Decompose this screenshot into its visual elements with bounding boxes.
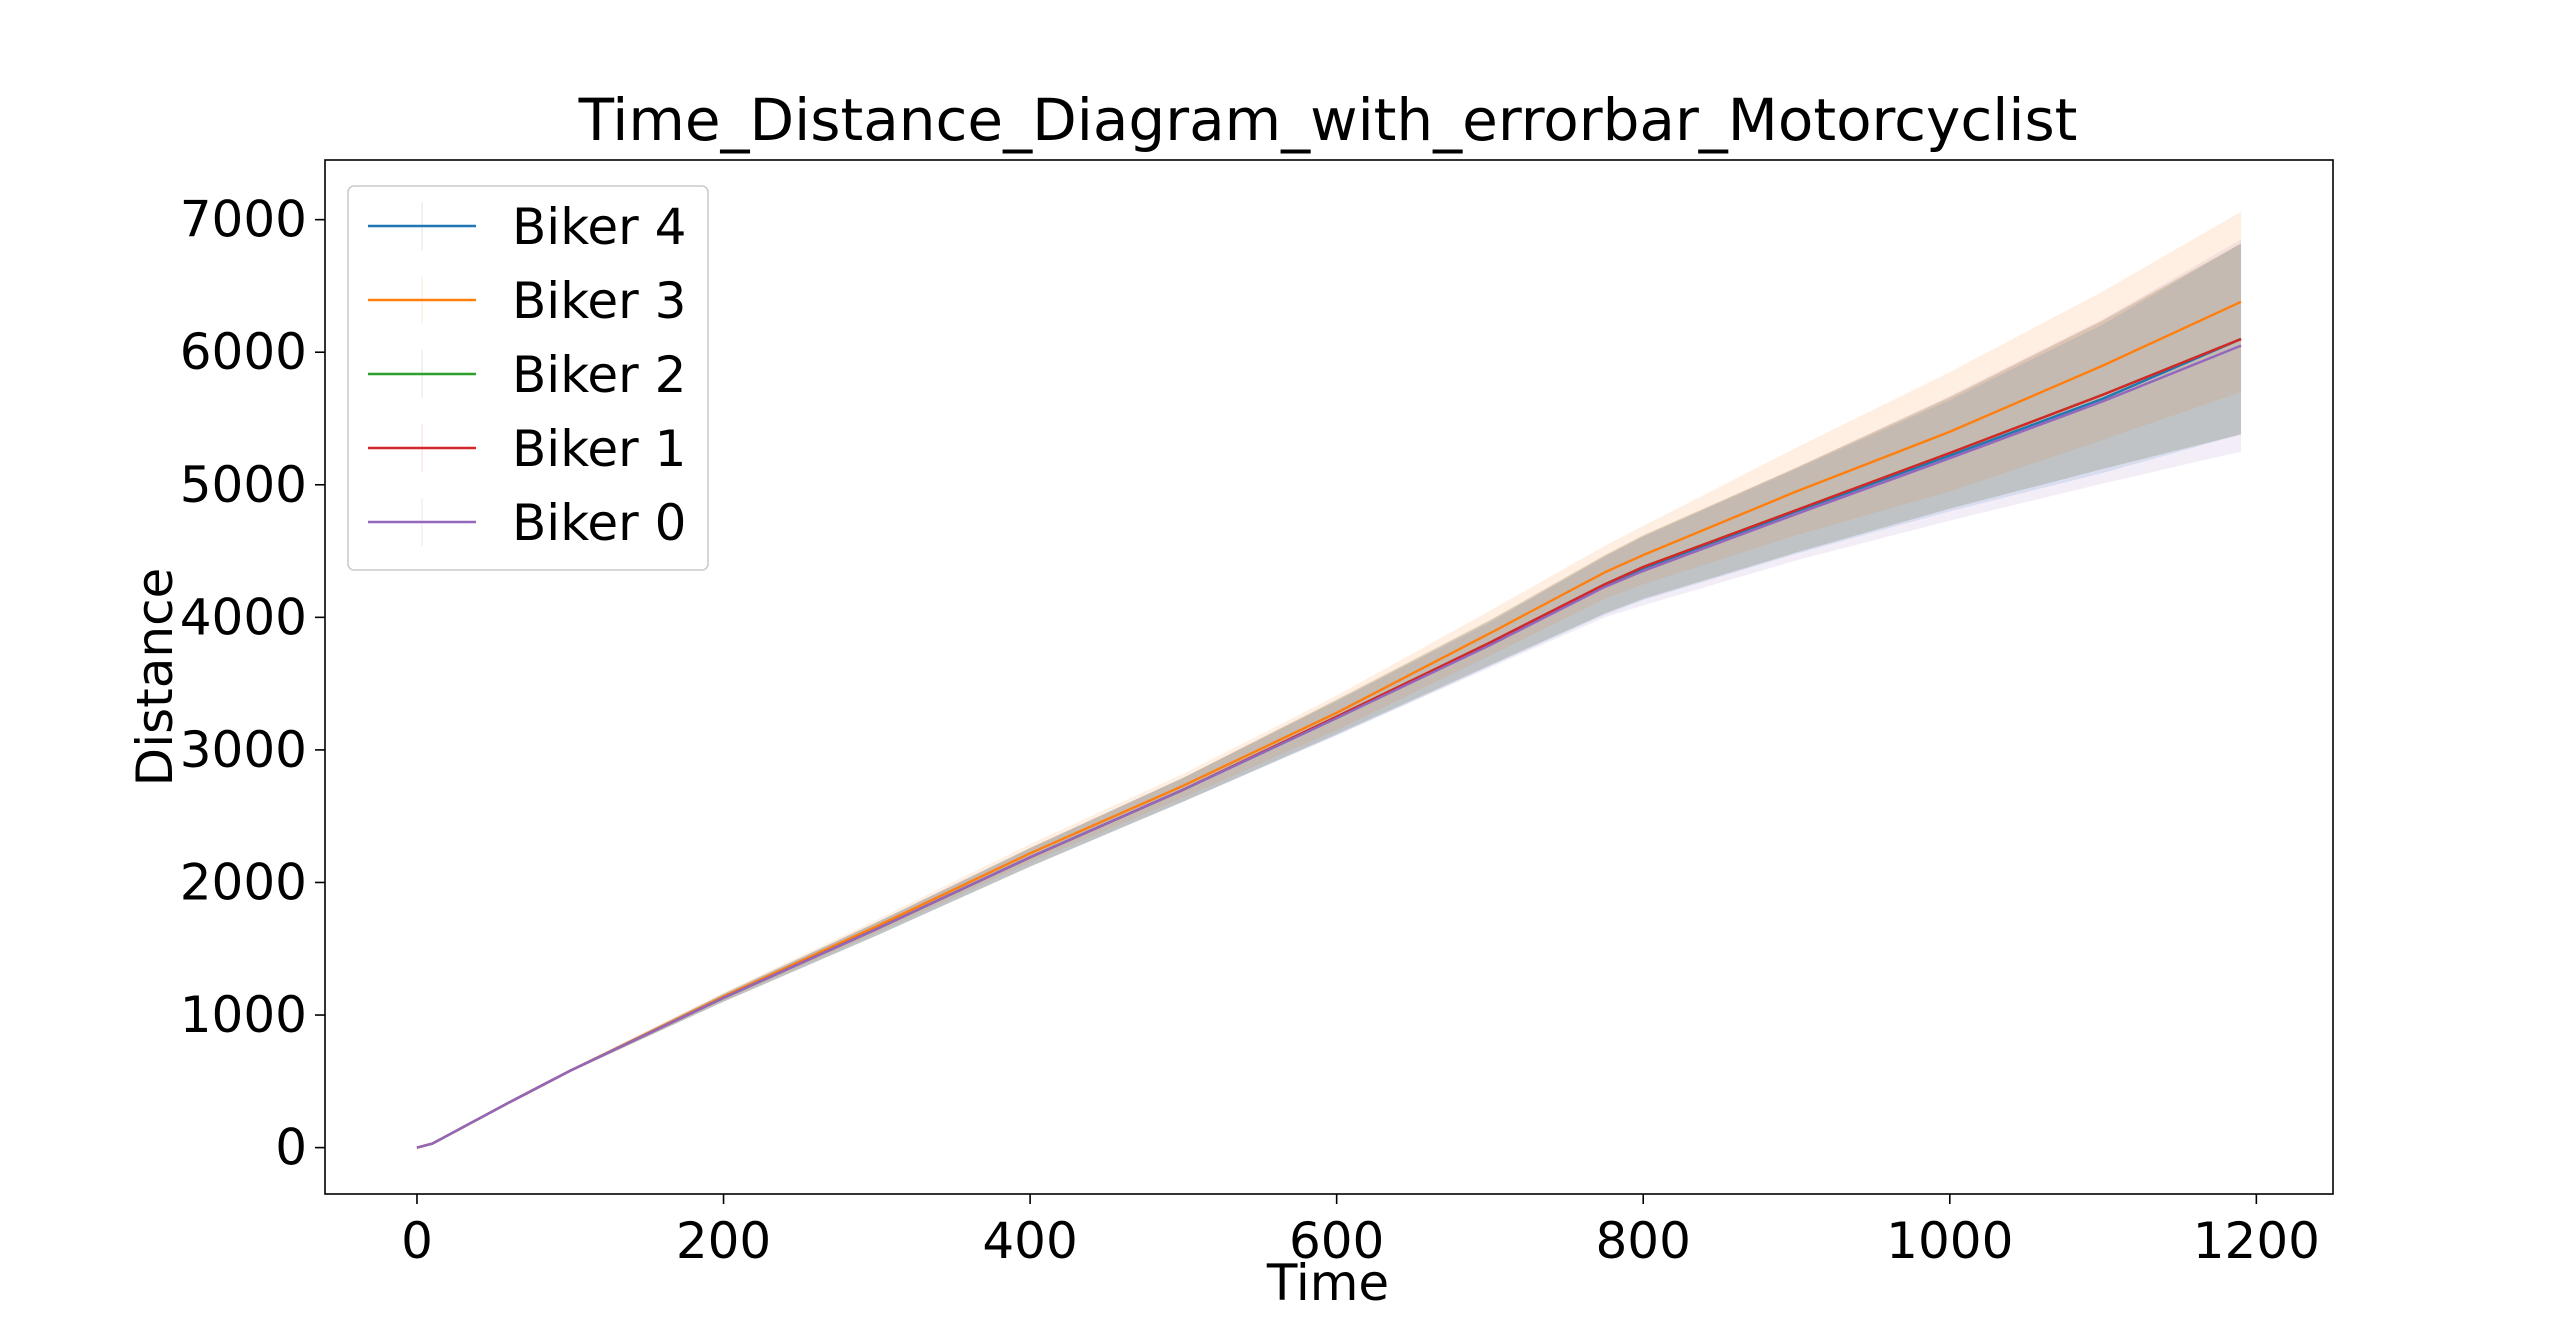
y-axis-label: Distance (126, 568, 184, 787)
x-axis-label: Time (1266, 1254, 1389, 1312)
legend-label: Biker 4 (512, 198, 686, 256)
y-tick-label: 6000 (180, 323, 307, 381)
y-tick-label: 7000 (180, 191, 307, 249)
x-tick-label: 400 (982, 1212, 1077, 1270)
legend-item: Biker 2 (368, 346, 686, 404)
x-tick-label: 1000 (1886, 1212, 2013, 1270)
legend-label: Biker 1 (512, 420, 686, 478)
x-tick-label: 200 (676, 1212, 771, 1270)
legend-label: Biker 3 (512, 272, 686, 330)
legend: Biker 4 Biker 3 Biker 2 Biker 1 Biker 0 (347, 185, 709, 571)
legend-box (347, 185, 709, 571)
series-lines (416, 300, 2242, 1149)
y-tick-label: 3000 (180, 721, 307, 779)
x-tick-label: 600 (1289, 1212, 1384, 1270)
x-tick-label: 0 (401, 1212, 433, 1270)
x-tick-label: 1200 (2193, 1212, 2320, 1270)
y-axis-ticks: 0 1000 2000 3000 4000 5000 6000 7000 (180, 191, 325, 1177)
chart-title: Time_Distance_Diagram_with_errorbar_Moto… (578, 86, 2078, 154)
y-tick-label: 4000 (180, 588, 307, 646)
y-tick-label: 1000 (180, 986, 307, 1044)
legend-item: Biker 0 (368, 494, 686, 552)
legend-item: Biker 1 (368, 420, 686, 478)
y-tick-label: 5000 (180, 456, 307, 514)
legend-label: Biker 0 (512, 494, 686, 552)
x-tick-label: 800 (1596, 1212, 1691, 1270)
legend-item: Biker 3 (368, 272, 686, 330)
plot-area (416, 211, 2242, 1149)
x-axis-ticks: 0 200 400 600 800 1000 1200 (401, 1194, 2320, 1270)
y-tick-label: 2000 (180, 853, 307, 911)
legend-label: Biker 2 (512, 346, 686, 404)
legend-item: Biker 4 (368, 198, 686, 256)
plot-frame (324, 159, 2334, 1195)
y-tick-label: 0 (275, 1119, 307, 1177)
series-line-4 (416, 344, 2242, 1149)
